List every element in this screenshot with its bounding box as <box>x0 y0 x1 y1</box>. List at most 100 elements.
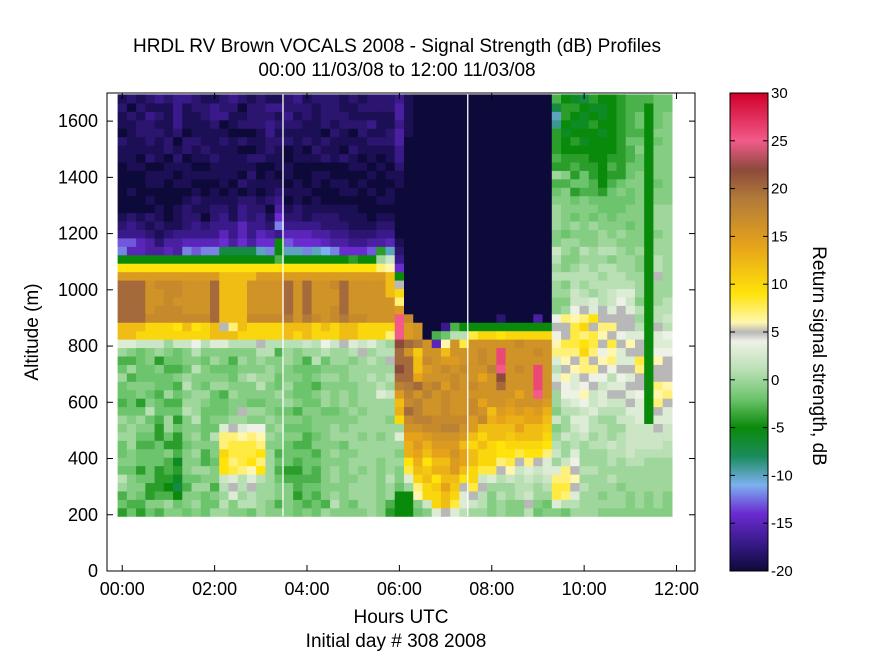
heatmap-cell <box>126 482 137 492</box>
heatmap-cell <box>496 339 507 349</box>
heatmap-cell <box>561 330 571 340</box>
heatmap-cell <box>191 220 202 230</box>
heatmap-cell <box>339 263 350 273</box>
heatmap-cell <box>450 440 461 450</box>
heatmap-cell <box>256 364 267 374</box>
heatmap-cell <box>385 254 396 264</box>
heatmap-cell <box>320 448 331 458</box>
heatmap-cell <box>625 372 636 382</box>
heatmap-cell <box>163 406 174 416</box>
heatmap-cell <box>505 187 516 197</box>
heatmap-cell <box>237 119 248 129</box>
heatmap-cell <box>431 490 442 500</box>
heatmap-cell <box>246 237 257 247</box>
heatmap-cell <box>330 347 340 357</box>
heatmap-cell <box>182 288 193 298</box>
heatmap-cell <box>117 372 128 382</box>
heatmap-cell <box>311 119 322 129</box>
heatmap-cell <box>607 119 618 129</box>
heatmap-cell <box>662 389 673 399</box>
heatmap-cell <box>579 237 590 247</box>
heatmap-cell <box>616 499 627 509</box>
heatmap-cell <box>367 212 377 222</box>
heatmap-cell <box>210 339 220 349</box>
heatmap-cell <box>154 220 165 230</box>
heatmap-cell <box>228 271 239 281</box>
heatmap-cell <box>468 507 479 517</box>
heatmap-cell <box>542 195 553 205</box>
heatmap-cell <box>302 296 313 306</box>
heatmap-cell <box>210 111 220 121</box>
heatmap-cell <box>505 499 516 509</box>
heatmap-cell <box>505 507 516 517</box>
heatmap-cell <box>274 288 285 298</box>
heatmap-cell <box>625 347 636 357</box>
heatmap-cell <box>348 465 359 475</box>
heatmap-cell <box>598 271 608 281</box>
heatmap-cell <box>376 440 387 450</box>
heatmap-cell <box>210 347 220 357</box>
heatmap-cell <box>302 465 313 475</box>
heatmap-cell <box>357 465 368 475</box>
heatmap-cell <box>191 145 202 155</box>
heatmap-cell <box>117 339 128 349</box>
heatmap-cell <box>320 187 331 197</box>
heatmap-cell <box>367 111 377 121</box>
heatmap-cell <box>302 153 313 163</box>
heatmap-cell <box>459 145 470 155</box>
heatmap-cell <box>154 288 165 298</box>
heatmap-cell <box>607 448 618 458</box>
heatmap-cell <box>330 119 340 129</box>
heatmap-cell <box>154 161 165 171</box>
heatmap-cell <box>468 119 479 129</box>
heatmap-cell <box>136 431 146 441</box>
heatmap-cell <box>653 355 664 365</box>
heatmap-cell <box>496 279 507 290</box>
heatmap-cell <box>274 254 285 264</box>
heatmap-cell <box>607 372 618 382</box>
heatmap-cell <box>311 102 322 112</box>
heatmap-cell <box>145 136 156 146</box>
heatmap-cell <box>163 423 174 433</box>
heatmap-cell <box>357 102 368 112</box>
heatmap-cell <box>422 237 433 247</box>
heatmap-cell <box>385 246 396 256</box>
heatmap-cell <box>126 499 137 509</box>
heatmap-cell <box>459 263 470 273</box>
heatmap-cell <box>625 448 636 458</box>
heatmap-cell <box>505 381 516 391</box>
heatmap-cell <box>154 296 165 306</box>
heatmap-cell <box>237 204 248 214</box>
heatmap-cell <box>293 473 303 484</box>
heatmap-cell <box>154 313 165 323</box>
heatmap-cell <box>561 212 571 222</box>
heatmap-cell <box>265 279 276 290</box>
heatmap-cell <box>367 389 377 399</box>
heatmap-cell <box>542 507 553 517</box>
heatmap-cell <box>126 246 137 256</box>
heatmap-cell <box>505 339 516 349</box>
heatmap-cell <box>163 263 174 273</box>
heatmap-cell <box>126 111 137 121</box>
heatmap-cell <box>487 305 497 315</box>
heatmap-cell <box>330 204 340 214</box>
heatmap-cell <box>237 229 248 239</box>
heatmap-cell <box>348 431 359 441</box>
heatmap-cell <box>219 372 230 382</box>
heatmap-cell <box>505 229 516 239</box>
heatmap-cell <box>228 279 239 290</box>
heatmap-cell <box>588 170 599 180</box>
heatmap-cell <box>219 111 230 121</box>
heatmap-cell <box>228 423 239 433</box>
heatmap-cell <box>459 381 470 391</box>
heatmap-cell <box>191 448 202 458</box>
heatmap-cell <box>219 482 230 492</box>
heatmap-cell <box>330 457 340 467</box>
heatmap-cell <box>561 465 571 475</box>
heatmap-cell <box>514 271 525 281</box>
heatmap-cell <box>283 254 294 264</box>
heatmap-cell <box>440 364 451 374</box>
heatmap-cell <box>524 330 534 340</box>
heatmap-cell <box>191 507 202 517</box>
heatmap-cell <box>274 111 285 121</box>
